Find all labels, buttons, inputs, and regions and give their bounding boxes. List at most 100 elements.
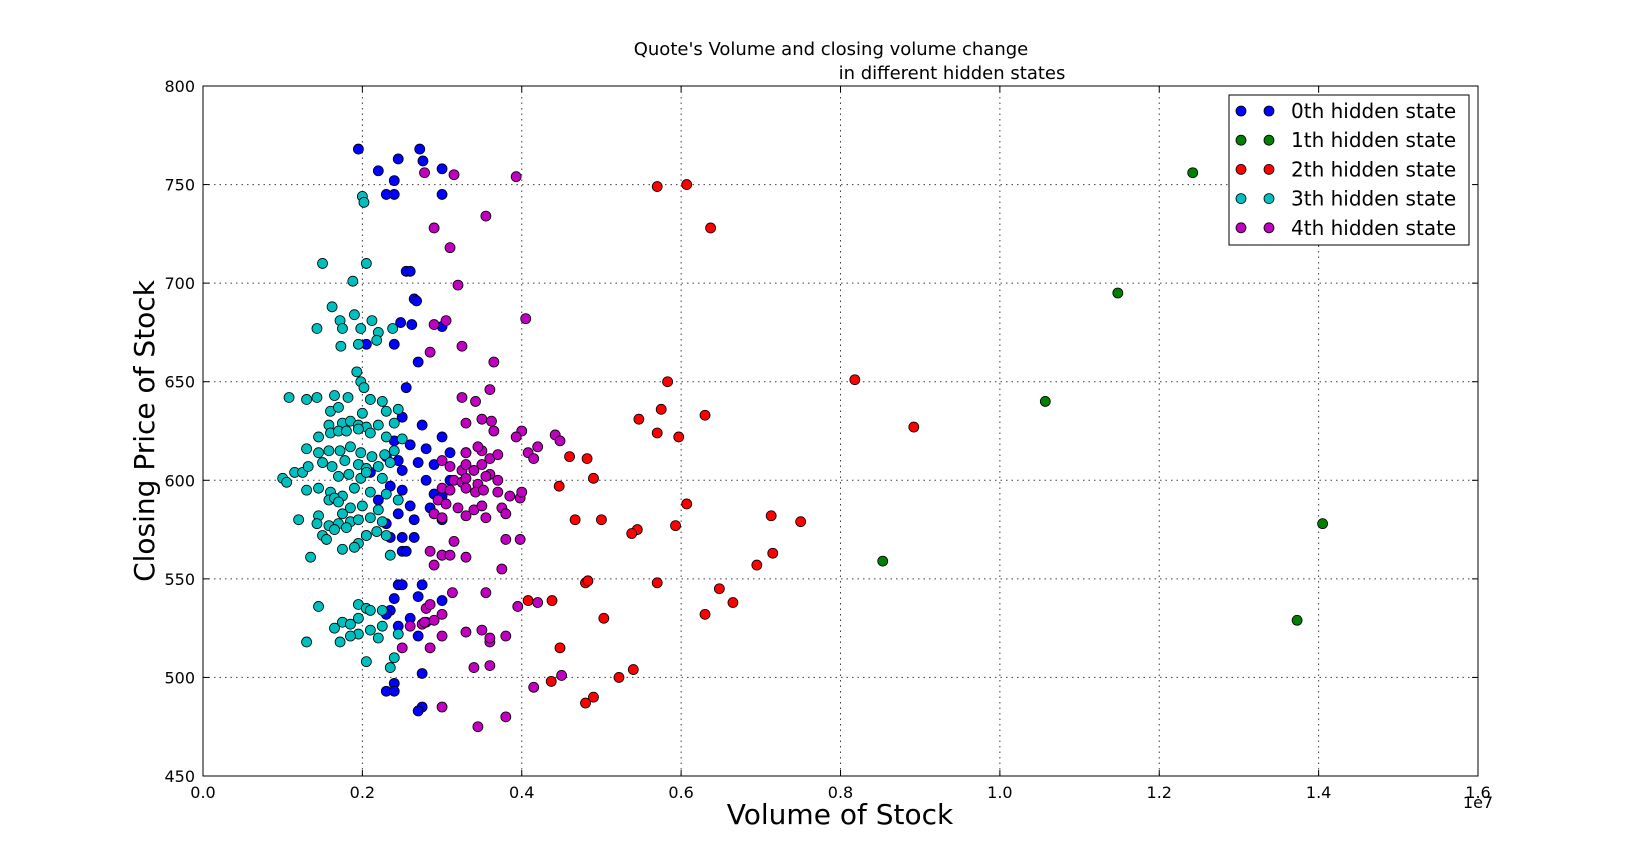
data-point <box>456 340 468 352</box>
data-point <box>380 431 392 443</box>
data-point <box>411 295 422 307</box>
legend-label: 4th hidden state <box>1291 216 1456 240</box>
data-point <box>510 431 522 443</box>
data-point <box>360 258 372 269</box>
data-point <box>364 605 376 616</box>
data-point <box>404 620 416 632</box>
data-point <box>428 222 440 234</box>
data-point <box>564 451 575 463</box>
data-point <box>510 171 522 183</box>
data-point <box>333 470 344 482</box>
data-point <box>364 512 376 524</box>
y-tick-label: 550 <box>164 570 195 589</box>
data-point <box>366 315 378 327</box>
data-point <box>400 545 412 557</box>
data-point <box>317 258 328 269</box>
data-point <box>384 662 396 673</box>
data-point <box>436 701 448 713</box>
data-point <box>472 441 484 453</box>
legend-marker <box>1263 105 1275 117</box>
data-point <box>484 384 496 396</box>
legend-marker <box>1263 134 1275 146</box>
data-point <box>364 486 376 498</box>
x-offset-label: 1e7 <box>1463 793 1493 812</box>
data-point <box>452 279 464 291</box>
data-point <box>699 409 711 421</box>
x-tick-label: 0.0 <box>190 783 215 802</box>
data-point <box>334 445 346 457</box>
data-point <box>396 532 408 543</box>
data-point <box>582 575 594 587</box>
data-point <box>460 472 472 484</box>
y-tick-label: 500 <box>164 668 195 687</box>
legend-marker <box>1235 193 1247 205</box>
data-point <box>651 181 663 192</box>
data-point <box>476 413 488 425</box>
data-point <box>532 597 544 608</box>
data-point <box>347 275 359 287</box>
data-point <box>352 612 364 624</box>
y-tick-label: 450 <box>164 767 195 786</box>
data-point <box>345 441 356 453</box>
data-point <box>329 390 340 401</box>
data-point <box>395 317 407 328</box>
legend-entry: 1th hidden state <box>1235 128 1456 152</box>
data-point <box>345 618 356 630</box>
data-point <box>343 468 355 480</box>
data-point <box>488 356 500 368</box>
data-point <box>436 595 448 606</box>
data-point <box>334 636 346 648</box>
data-point <box>392 494 404 506</box>
data-point <box>908 421 920 433</box>
data-point <box>376 605 388 616</box>
data-point <box>408 514 420 526</box>
data-point <box>514 534 526 545</box>
data-point <box>476 500 488 512</box>
data-point <box>424 545 436 557</box>
data-point <box>281 476 293 488</box>
data-point <box>456 392 468 403</box>
data-point <box>387 323 399 334</box>
data-point <box>384 457 396 468</box>
data-point <box>613 672 625 683</box>
data-point <box>392 508 404 520</box>
data-point <box>313 431 324 443</box>
data-point <box>364 394 376 405</box>
data-point <box>355 447 367 459</box>
data-point <box>305 551 316 563</box>
y-tick-label: 600 <box>164 471 195 490</box>
data-point <box>341 522 352 533</box>
data-point <box>419 167 430 179</box>
data-point <box>371 526 383 537</box>
data-point <box>436 163 448 175</box>
legend-label: 1th hidden state <box>1291 128 1456 152</box>
data-point <box>528 453 540 465</box>
data-point <box>440 498 452 510</box>
data-point <box>424 346 436 358</box>
data-point <box>478 484 489 496</box>
data-point <box>355 323 367 334</box>
data-point <box>480 470 492 482</box>
data-point <box>376 516 388 528</box>
legend-marker <box>1235 134 1247 146</box>
data-point <box>468 662 480 673</box>
data-point <box>337 323 348 334</box>
data-point <box>1112 287 1124 299</box>
data-point <box>500 508 512 520</box>
data-point <box>360 466 372 478</box>
data-point <box>546 595 558 606</box>
data-point <box>372 504 384 516</box>
data-point <box>380 405 392 417</box>
data-point <box>396 484 408 496</box>
data-point <box>388 338 400 350</box>
data-point <box>436 512 448 524</box>
data-point <box>522 595 534 606</box>
data-point <box>406 319 418 330</box>
legend-marker <box>1235 163 1247 175</box>
data-point <box>488 425 500 437</box>
data-point <box>345 630 356 642</box>
data-point <box>323 445 335 457</box>
data-point <box>301 443 312 455</box>
data-point <box>333 401 344 413</box>
